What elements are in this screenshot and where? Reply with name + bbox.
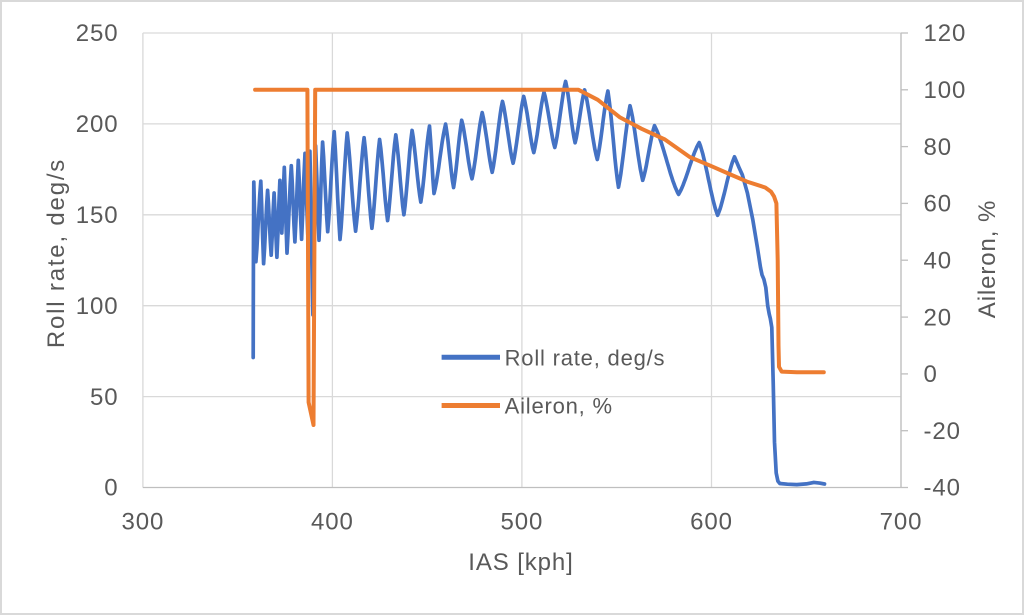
svg-text:400: 400 [311,509,354,536]
svg-text:0: 0 [924,361,938,388]
svg-text:600: 600 [690,509,733,536]
svg-text:60: 60 [924,191,953,218]
svg-text:0: 0 [104,475,118,502]
svg-text:100: 100 [924,77,967,104]
svg-text:120: 120 [924,20,967,47]
svg-text:50: 50 [90,384,119,411]
svg-text:-40: -40 [924,475,961,502]
svg-text:Aileron, %: Aileron, % [974,200,1001,318]
svg-text:-20: -20 [924,418,961,445]
svg-text:Roll rate, deg/s: Roll rate, deg/s [505,345,666,370]
svg-text:100: 100 [76,293,119,320]
svg-text:150: 150 [76,202,119,229]
svg-text:40: 40 [924,247,953,274]
svg-text:200: 200 [76,111,119,138]
svg-text:500: 500 [501,509,544,536]
svg-text:700: 700 [880,509,923,536]
svg-text:Roll rate, deg/s: Roll rate, deg/s [43,158,70,348]
svg-text:Aileron, %: Aileron, % [505,394,613,419]
svg-text:300: 300 [122,509,165,536]
svg-text:250: 250 [76,20,119,47]
svg-text:IAS [kph]: IAS [kph] [468,549,573,576]
svg-text:80: 80 [924,134,953,161]
svg-text:20: 20 [924,304,953,331]
